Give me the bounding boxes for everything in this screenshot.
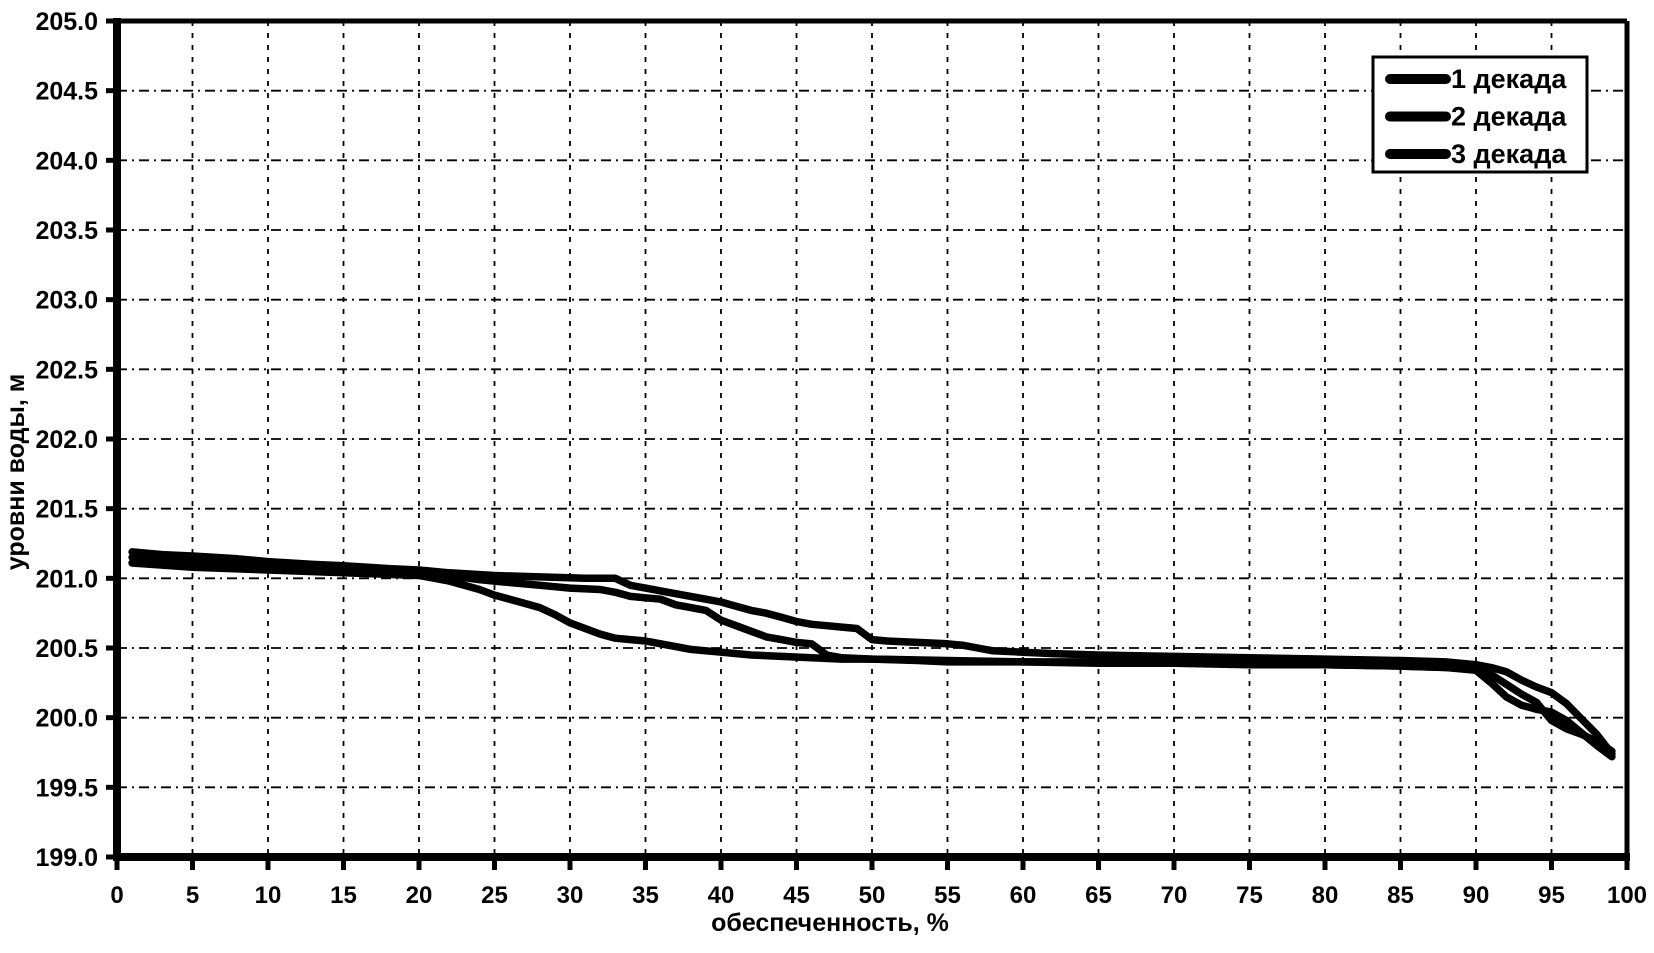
x-tick-label: 40	[708, 882, 735, 909]
x-tick-label: 65	[1085, 882, 1112, 909]
y-tick-label: 204.5	[35, 78, 98, 106]
x-tick-label: 75	[1236, 882, 1263, 909]
y-tick-label: 203.0	[35, 287, 98, 315]
x-tick-label: 85	[1387, 882, 1414, 909]
x-tick-label: 70	[1161, 882, 1188, 909]
x-tick-label: 15	[330, 882, 357, 909]
series-line-1	[128, 548, 1616, 758]
series-line-2	[128, 553, 1616, 761]
y-tick-label: 200.0	[35, 705, 98, 733]
x-tick-label: 100	[1607, 882, 1647, 909]
chart-plot-area: 0 5 10 15 20 25 30 35 40 45 50 55 60 65 70 75 80 85 90 95 10…	[35, 8, 1647, 909]
x-axis-title: обеспеченность, %	[711, 909, 949, 937]
x-tick-label: 5	[186, 882, 199, 909]
x-tick-label: 25	[481, 882, 508, 909]
y-tick-label: 205.0	[35, 8, 98, 36]
x-tick-label: 10	[255, 882, 282, 909]
y-tick-label: 203.5	[35, 217, 98, 245]
y-tick-label: 200.5	[35, 635, 98, 663]
x-tick-label: 90	[1463, 882, 1490, 909]
series-line-3	[128, 559, 1616, 755]
y-tick-label: 201.5	[35, 496, 98, 524]
x-tick-label: 60	[1010, 882, 1037, 909]
x-tick-label: 45	[783, 882, 810, 909]
y-tick-label: 199.5	[35, 774, 98, 802]
y-tick-label: 202.5	[35, 356, 98, 384]
x-tick-label: 0	[110, 882, 123, 909]
x-tick-label: 35	[632, 882, 659, 909]
y-axis-title: уровни воды, м	[2, 374, 30, 570]
x-tick-label: 50	[859, 882, 886, 909]
x-tick-label: 95	[1538, 882, 1565, 909]
legend-label-3: 3 декада	[1451, 139, 1567, 169]
legend-label-1: 1 декада	[1451, 64, 1567, 94]
y-tick-label: 199.0	[35, 844, 98, 872]
x-tick-label: 30	[557, 882, 584, 909]
legend: 1 декада 2 декада 3 декада	[1371, 55, 1589, 174]
y-tick-label: 202.0	[35, 426, 98, 454]
y-tick-label: 201.0	[35, 565, 98, 593]
x-tick-label: 20	[406, 882, 433, 909]
x-tick-label: 80	[1312, 882, 1339, 909]
y-tick-label: 204.0	[35, 147, 98, 175]
x-tick-label: 55	[934, 882, 961, 909]
legend-label-2: 2 декада	[1451, 102, 1567, 132]
